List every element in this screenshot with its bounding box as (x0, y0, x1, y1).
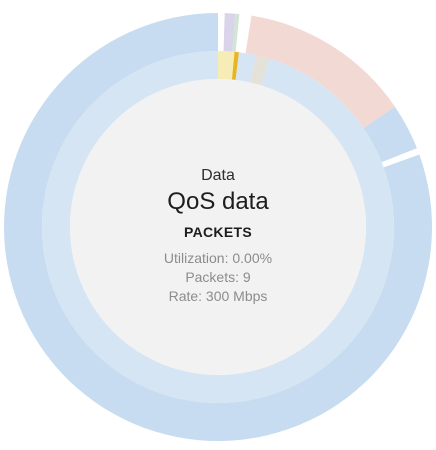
inner-ring-slice-1[interactable] (231, 51, 239, 81)
utilization-stat: Utilization: 0.00% (163, 250, 273, 266)
outer-ring-slice-1[interactable] (223, 13, 236, 52)
outer-ring-slice-6[interactable] (381, 148, 420, 168)
center-info-panel: Data QoS data PACKETS Utilization: 0.00%… (68, 166, 368, 306)
inner-ring-slice-3[interactable] (250, 55, 270, 86)
outer-ring-slice-4[interactable] (245, 15, 395, 129)
packets-stat: Packets: 9 (185, 269, 251, 285)
outer-ring-slice-5[interactable] (363, 106, 417, 163)
outer-ring-slice-3[interactable] (235, 14, 252, 54)
rate-stat: Rate: 300 Mbps (168, 288, 268, 304)
outer-ring-slice-2[interactable] (232, 13, 240, 52)
center-title: QoS data (167, 188, 269, 215)
inner-ring-slice-2[interactable] (235, 52, 257, 83)
center-metric: PACKETS (184, 224, 252, 240)
donut-center-hole (70, 79, 366, 375)
inner-ring-slice-0[interactable] (218, 51, 235, 80)
center-label: Data (201, 167, 235, 184)
center-stats: Utilization: 0.00% Packets: 9 Rate: 300 … (68, 249, 368, 306)
outer-ring-slice-0[interactable] (218, 13, 225, 52)
